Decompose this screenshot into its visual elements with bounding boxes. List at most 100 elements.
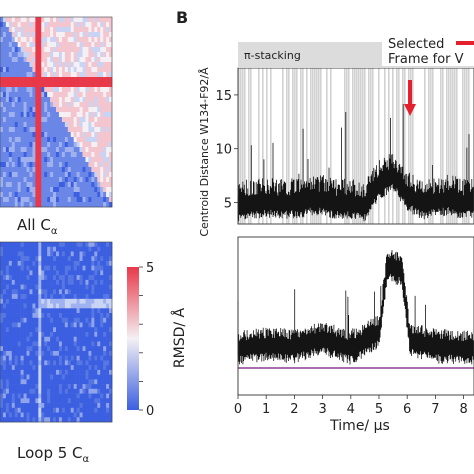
heatmap-cell: [5, 336, 10, 342]
heatmap-cell: [82, 202, 86, 208]
heatmap-cell: [2, 27, 7, 33]
heatmap-cell: [0, 187, 4, 193]
heatmap-cell: [29, 336, 33, 342]
heatmap-cell: [35, 379, 39, 385]
heatmap-cell: [23, 182, 27, 188]
heatmap-cell: [97, 67, 101, 73]
shade-stripe: [244, 42, 246, 224]
heatmap-cell: [0, 137, 4, 143]
heatmap-cell: [88, 275, 92, 281]
heatmap-cell: [91, 92, 95, 98]
heatmap-cell: [32, 260, 36, 266]
heatmap-cell: [44, 77, 48, 83]
heatmap-cell: [58, 379, 63, 385]
heatmap-cell: [5, 202, 10, 208]
heatmap-cell: [67, 42, 72, 48]
heatmap-cell: [103, 37, 107, 43]
heatmap-cell: [50, 62, 54, 68]
heatmap-cell: [70, 32, 74, 38]
heatmap-cell: [56, 341, 60, 347]
heatmap-cell: [94, 127, 98, 133]
heatmap-cell: [85, 167, 89, 173]
heatmap-cell: [79, 341, 83, 347]
heatmap-cell: [41, 369, 45, 375]
heatmap-cell: [47, 32, 51, 38]
heatmap-cell: [67, 346, 72, 352]
heatmap-cell: [26, 251, 30, 257]
shade-stripe: [326, 42, 328, 224]
heatmap-cell: [8, 398, 13, 404]
heatmap-cell: [0, 17, 4, 23]
heatmap-cell: [41, 246, 45, 252]
heatmap-cell: [50, 147, 54, 153]
heatmap-cell: [67, 369, 72, 375]
heatmap-cell: [23, 162, 27, 168]
heatmap-cell: [58, 393, 63, 399]
heatmap-cell: [64, 127, 69, 133]
heatmap-cell: [14, 275, 18, 281]
heatmap-cell: [85, 62, 89, 68]
heatmap-cell: [64, 260, 69, 266]
heatmap-cell: [23, 313, 27, 319]
heatmap-cell: [97, 275, 101, 281]
heatmap-cell: [88, 369, 92, 375]
heatmap-cell: [58, 37, 63, 43]
heatmap-cell: [76, 57, 80, 63]
heatmap-cell: [23, 412, 27, 418]
heatmap-cell: [67, 197, 72, 203]
heatmap-cell: [8, 275, 13, 281]
heatmap-cell: [82, 22, 86, 28]
heatmap-cell: [97, 157, 101, 163]
heatmap-cell: [73, 137, 77, 143]
heatmap-cell: [76, 275, 80, 281]
heatmap-cell: [88, 77, 92, 83]
heatmap-cell: [76, 127, 80, 133]
heatmap-cell: [56, 72, 60, 78]
heatmap-cell: [85, 332, 89, 338]
heatmap-cell: [106, 42, 110, 48]
heatmap-cell: [44, 167, 48, 173]
heatmap-cell: [17, 112, 21, 118]
heatmap-cell: [67, 279, 72, 285]
heatmap-cell: [41, 57, 45, 63]
heatmap-cell: [85, 275, 89, 281]
heatmap-cell: [38, 388, 42, 394]
heatmap-cell: [73, 279, 77, 285]
heatmap-cell: [76, 242, 80, 248]
heatmap-cell: [41, 17, 45, 23]
heatmap-cell: [41, 122, 45, 128]
heatmap-cell: [67, 289, 72, 295]
heatmap-cell: [50, 365, 54, 371]
heatmap-cell: [50, 177, 54, 183]
heatmap-cell: [91, 317, 95, 323]
heatmap-cell: [79, 62, 83, 68]
heatmap-cell: [61, 246, 66, 252]
heatmap-cell: [50, 27, 54, 33]
heatmap-cell: [8, 62, 13, 68]
heatmap-cell: [106, 303, 110, 309]
heatmap-cell: [88, 308, 92, 314]
heatmap-cell: [8, 142, 13, 148]
heatmap-cell: [44, 317, 48, 323]
heatmap-cell: [91, 360, 95, 366]
heatmap-cell: [47, 251, 51, 257]
heatmap-cell: [11, 279, 16, 285]
heatmap-cell: [38, 417, 42, 423]
heatmap-cell: [103, 346, 107, 352]
heatmap-cell: [73, 182, 77, 188]
heatmap-cell: [61, 403, 66, 409]
heatmap-cell: [26, 298, 30, 304]
heatmap-cell: [88, 265, 92, 271]
heatmap-cell: [17, 42, 21, 48]
heatmap-cell: [5, 27, 10, 33]
heatmap-cell: [103, 197, 107, 203]
heatmap-cell: [5, 187, 10, 193]
heatmap-cell: [97, 97, 101, 103]
heatmap-cell: [79, 72, 83, 78]
heatmap-cell: [2, 260, 7, 266]
heatmap-cell: [26, 260, 30, 266]
heatmap-cell: [11, 336, 16, 342]
heatmap-cell: [44, 182, 48, 188]
heatmap-cell: [2, 162, 7, 168]
heatmap-cell: [38, 82, 42, 88]
